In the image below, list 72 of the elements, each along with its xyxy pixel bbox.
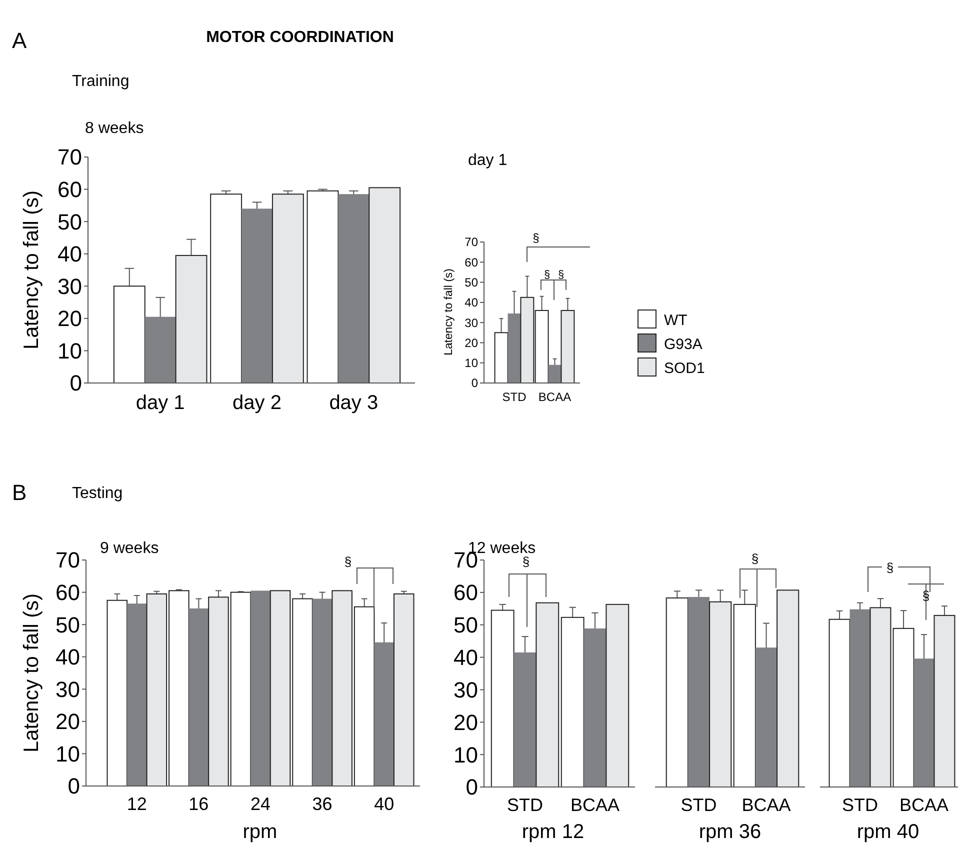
x-axis-title: rpm 36 [698, 821, 762, 843]
chart-title: 9 weeks [100, 540, 159, 557]
y-tick-label: 60 [56, 580, 80, 605]
y-tick-label: 30 [454, 677, 478, 702]
x-tick-label: STD [842, 795, 878, 815]
x-axis-title: rpm 40 [856, 821, 920, 843]
annotation: § [532, 231, 540, 245]
y-tick-label: 20 [56, 709, 80, 734]
chart-title: day 1 [468, 152, 508, 169]
y-tick-label: 50 [58, 209, 82, 234]
x-tick-label: BCAA [570, 795, 620, 815]
y-tick-label: 10 [464, 356, 478, 370]
y-tick-label: 30 [56, 676, 80, 702]
y-tick-label: 40 [464, 296, 478, 310]
x-tick-label: BCAA [742, 795, 791, 815]
y-tick-label: 20 [58, 306, 82, 332]
x-tick-label: STD [502, 390, 527, 404]
annotation: § [751, 551, 759, 566]
x-tick-label: 12 [126, 794, 147, 814]
annotation: § [344, 554, 352, 569]
y-tick-label: 40 [58, 242, 82, 267]
y-tick-label: 10 [56, 741, 80, 766]
text: B [12, 480, 27, 505]
y-axis-title: Latency to fall (s) [443, 268, 455, 356]
x-axis-title: rpm 12 [522, 821, 584, 843]
text: MOTOR COORDINATION [206, 29, 394, 46]
y-axis-title: Latency to fall (s) [20, 190, 43, 350]
x-tick-label: BCAA [538, 390, 572, 404]
annotation: § [886, 560, 894, 575]
y-tick-label: 50 [56, 612, 80, 638]
x-tick-label: STD [507, 795, 543, 815]
annotation: § [522, 554, 530, 569]
y-tick-label: 60 [464, 255, 478, 270]
x-tick-label: BCAA [899, 795, 949, 815]
y-tick-label: 50 [454, 612, 478, 638]
x-tick-label: 40 [374, 794, 394, 814]
y-tick-label: 70 [58, 144, 82, 170]
y-axis-title: Latency to fall (s) [20, 593, 43, 753]
y-tick-label: 0 [68, 774, 80, 799]
text: A [12, 28, 27, 53]
y-tick-label: 30 [58, 274, 82, 299]
annotation: § [558, 269, 564, 281]
x-tick-label: day 3 [329, 392, 378, 414]
x-tick-label: 36 [312, 794, 332, 814]
y-tick-label: 0 [471, 376, 478, 390]
x-tick-label: 16 [188, 794, 209, 814]
y-tick-label: 40 [56, 644, 80, 670]
legend-label: G93A [664, 336, 702, 353]
x-tick-label: day 1 [136, 392, 185, 414]
annotation: § [544, 269, 550, 281]
y-tick-label: 0 [466, 774, 478, 800]
y-tick-label: 0 [70, 370, 82, 396]
y-tick-label: 20 [454, 710, 478, 735]
y-tick-label: 70 [56, 548, 80, 573]
y-tick-label: 50 [464, 275, 478, 290]
legend-label: SOD1 [664, 360, 705, 377]
y-tick-label: 30 [464, 316, 478, 330]
y-tick-label: 70 [464, 235, 478, 250]
x-tick-label: day 2 [232, 392, 282, 414]
legend-label: WT [664, 312, 688, 329]
text: Testing [72, 485, 123, 502]
y-tick-label: 10 [454, 742, 478, 768]
text: Training [72, 73, 130, 90]
chart-title: 8 weeks [85, 120, 144, 137]
x-tick-label: STD [680, 795, 717, 815]
x-tick-label: 24 [250, 794, 271, 814]
y-tick-label: 10 [58, 338, 82, 364]
y-tick-label: 60 [58, 176, 82, 202]
y-tick-label: 60 [454, 580, 478, 606]
x-axis-title: rpm [242, 821, 278, 843]
y-tick-label: 20 [464, 336, 478, 350]
y-tick-label: 40 [454, 644, 478, 670]
